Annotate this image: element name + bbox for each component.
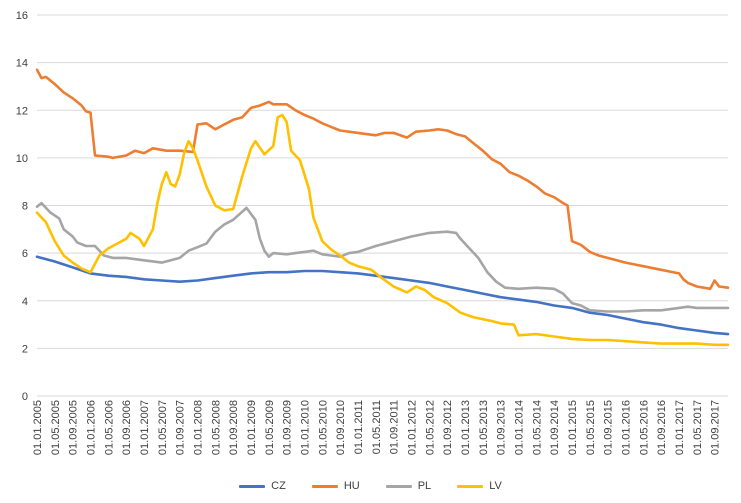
legend-item-lv: LV: [457, 480, 502, 492]
series-line-lv: [35, 113, 730, 347]
x-tick-label: 01.09.2013: [496, 400, 508, 455]
y-axis-tick-labels: 0 2 4 6 8 10 12 14 16: [16, 10, 28, 403]
x-tick-label: 01.01.2016: [620, 400, 632, 455]
x-tick-label: 01.01.2015: [567, 400, 579, 455]
x-tick-label: 01.09.2011: [389, 400, 401, 454]
x-tick-label: 01.01.2017: [674, 400, 686, 455]
x-tick-label: 01.01.2007: [139, 400, 151, 455]
x-tick-label: 01.05.2011: [371, 400, 383, 454]
x-tick-label: 01.09.2014: [549, 400, 561, 455]
x-tick-label: 01.09.2016: [656, 400, 668, 455]
x-tick-label: 01.05.2012: [424, 400, 436, 455]
x-tick-label: 01.09.2010: [335, 400, 347, 455]
y-tick-label: 0: [22, 391, 28, 403]
x-tick-label: 01.09.2009: [282, 400, 294, 455]
legend-label: LV: [489, 480, 502, 492]
x-tick-label: 01.05.2009: [264, 400, 276, 455]
legend-label: HU: [343, 480, 360, 492]
legend-label: CZ: [271, 480, 286, 492]
x-tick-label: 01.09.2005: [68, 400, 80, 455]
legend-item-hu: HU: [311, 480, 360, 492]
legend-item-pl: PL: [385, 480, 432, 492]
x-tick-label: 01.05.2007: [157, 400, 169, 455]
legend-item-cz: CZ: [239, 480, 286, 492]
x-tick-label: 01.01.2006: [85, 400, 97, 455]
legend: CZ HU PL LV: [0, 474, 741, 498]
legend-swatch: [385, 484, 412, 488]
y-tick-label: 14: [16, 58, 28, 70]
x-tick-label: 01.09.2012: [442, 400, 454, 455]
x-tick-label: 01.05.2017: [692, 400, 704, 455]
x-tick-label: 01.05.2006: [103, 400, 115, 455]
x-tick-label: 01.09.2006: [121, 400, 133, 455]
x-tick-label: 01.09.2007: [175, 400, 187, 455]
x-tick-label: 01.09.2015: [603, 400, 615, 455]
legend-swatch: [457, 484, 484, 488]
legend-swatch: [311, 484, 338, 488]
x-tick-label: 01.05.2015: [585, 400, 597, 455]
x-tick-label: 01.01.2014: [513, 400, 525, 455]
x-tick-label: 01.01.2013: [460, 400, 472, 455]
y-tick-label: 4: [22, 296, 28, 308]
x-tick-label: 01.05.2010: [317, 400, 329, 455]
x-tick-label: 01.05.2014: [531, 400, 543, 455]
x-tick-label: 01.01.2005: [32, 400, 44, 455]
x-tick-label: 01.01.2009: [246, 400, 258, 455]
series-line-hu: [35, 68, 730, 291]
x-tick-label: 01.01.2011: [353, 400, 365, 454]
line-chart: 0 2 4 6 8 10 12 14 16 01.01.2005 01.05.2005 01.09.…: [16, 10, 730, 455]
x-tick-label: 01.05.2008: [210, 400, 222, 455]
x-tick-label: 01.09.2008: [228, 400, 240, 455]
series-line-cz: [35, 255, 730, 336]
x-tick-label: 01.05.2016: [638, 400, 650, 455]
y-tick-label: 8: [22, 201, 28, 213]
y-tick-label: 10: [16, 153, 28, 165]
legend-label: PL: [417, 480, 432, 492]
gridlines: [37, 14, 728, 349]
x-tick-label: 01.09.2017: [710, 400, 722, 455]
x-tick-label: 01.01.2010: [299, 400, 311, 455]
series-line-pl: [35, 201, 730, 313]
x-tick-label: 01.01.2008: [192, 400, 204, 455]
y-tick-label: 2: [22, 343, 28, 355]
y-tick-label: 6: [22, 248, 28, 260]
legend-swatch: [239, 484, 266, 488]
x-tick-label: 01.05.2013: [478, 400, 490, 455]
y-tick-label: 12: [16, 105, 28, 117]
y-tick-label: 16: [16, 10, 28, 22]
x-tick-label: 01.01.2012: [406, 400, 418, 455]
series-lines: [35, 68, 730, 347]
x-tick-label: 01.05.2005: [50, 400, 62, 455]
x-axis-tick-labels: 01.01.2005 01.05.2005 01.09.2005 01.01.2006…: [32, 400, 722, 455]
